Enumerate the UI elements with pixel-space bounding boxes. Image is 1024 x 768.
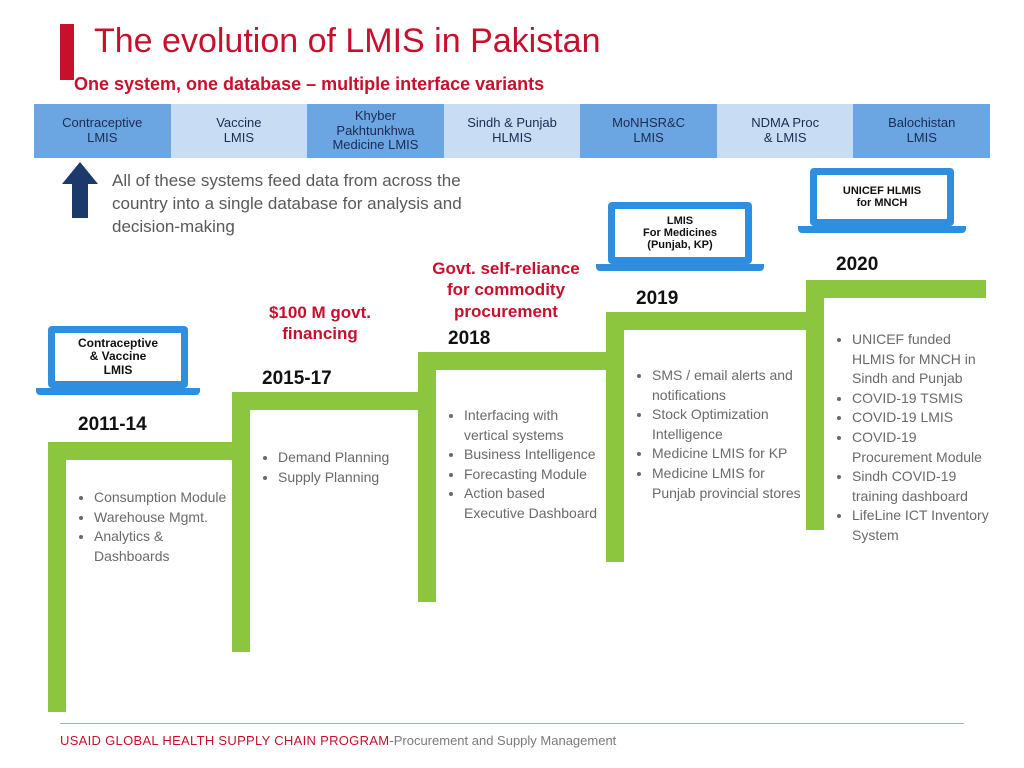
laptop-icon: Contraceptive & Vaccine LMIS [48,326,200,395]
step-year: 2020 [836,254,878,276]
bullet-item: Consumption Module [94,488,234,508]
stair-tread [606,312,806,330]
stair-riser [606,312,624,562]
stair-tread [418,352,608,370]
laptop-base [36,388,200,395]
bullet-item: COVID-19 Procurement Module [852,428,992,467]
stair-riser [806,280,824,530]
step-highlight: $100 M govt. financing [234,302,406,345]
band-cell: Vaccine LMIS [171,104,308,158]
laptop-screen: Contraceptive & Vaccine LMIS [48,326,188,388]
systems-band: Contraceptive LMISVaccine LMISKhyber Pak… [34,104,990,158]
title-accent-bar [60,24,74,80]
laptop-base [798,226,966,233]
band-cell: NDMA Proc & LMIS [717,104,854,158]
step-bullets: Consumption ModuleWarehouse Mgmt.Analyti… [76,488,234,566]
step-year: 2018 [448,328,490,350]
laptop-icon: LMIS For Medicines (Punjab, KP) [608,202,764,271]
bullet-item: Sindh COVID-19 training dashboard [852,467,992,506]
bullet-item: COVID-19 TSMIS [852,389,992,409]
bullet-item: Business Intelligence [464,445,604,465]
bullet-item: Warehouse Mgmt. [94,508,234,528]
step-bullets: Demand PlanningSupply Planning [260,448,418,487]
page-subtitle: One system, one database – multiple inte… [74,74,544,95]
bullet-item: Stock Optimization Intelligence [652,405,802,444]
band-cell: Balochistan LMIS [853,104,990,158]
bullet-item: Supply Planning [278,468,418,488]
band-cell: Khyber Pakhtunkhwa Medicine LMIS [307,104,444,158]
footer-divider [60,723,964,724]
step-bullets: SMS / email alerts and notificationsStoc… [634,366,802,503]
footer-program: USAID GLOBAL HEALTH SUPPLY CHAIN PROGRAM [60,733,389,748]
stair-tread [232,392,418,410]
stair-tread [48,442,234,460]
bullet-item: SMS / email alerts and notifications [652,366,802,405]
band-cell: Sindh & Punjab HLMIS [444,104,581,158]
laptop-screen: UNICEF HLMIS for MNCH [810,168,954,226]
bullet-item: Interfacing with vertical systems [464,406,604,445]
bullet-item: LifeLine ICT Inventory System [852,506,992,545]
bullet-item: Action based Executive Dashboard [464,484,604,523]
step-bullets: Interfacing with vertical systemsBusines… [446,406,604,524]
band-description: All of these systems feed data from acro… [112,170,482,239]
step-bullets: UNICEF funded HLMIS for MNCH in Sindh an… [834,330,992,546]
footer-suffix: -Procurement and Supply Management [389,733,616,748]
step-year: 2019 [636,288,678,310]
band-cell: Contraceptive LMIS [34,104,171,158]
footer-text: USAID GLOBAL HEALTH SUPPLY CHAIN PROGRAM… [60,733,616,748]
arrow-up-icon [62,162,98,222]
stair-riser [232,392,250,652]
laptop-base [596,264,764,271]
bullet-item: Medicine LMIS for Punjab provincial stor… [652,464,802,503]
bullet-item: UNICEF funded HLMIS for MNCH in Sindh an… [852,330,992,389]
page-title: The evolution of LMIS in Pakistan [94,22,601,61]
step-year: 2011-14 [78,414,147,436]
bullet-item: Forecasting Module [464,465,604,485]
step-highlight: Govt. self-reliance for commodity procur… [420,258,592,322]
stair-riser [418,352,436,602]
laptop-icon: UNICEF HLMIS for MNCH [810,168,966,233]
stair-tread [806,280,986,298]
band-cell: MoNHSR&C LMIS [580,104,717,158]
step-year: 2015-17 [262,368,332,390]
laptop-screen: LMIS For Medicines (Punjab, KP) [608,202,752,264]
bullet-item: Medicine LMIS for KP [652,444,802,464]
bullet-item: Demand Planning [278,448,418,468]
bullet-item: Analytics & Dashboards [94,527,234,566]
bullet-item: COVID-19 LMIS [852,408,992,428]
stair-riser [48,442,66,712]
